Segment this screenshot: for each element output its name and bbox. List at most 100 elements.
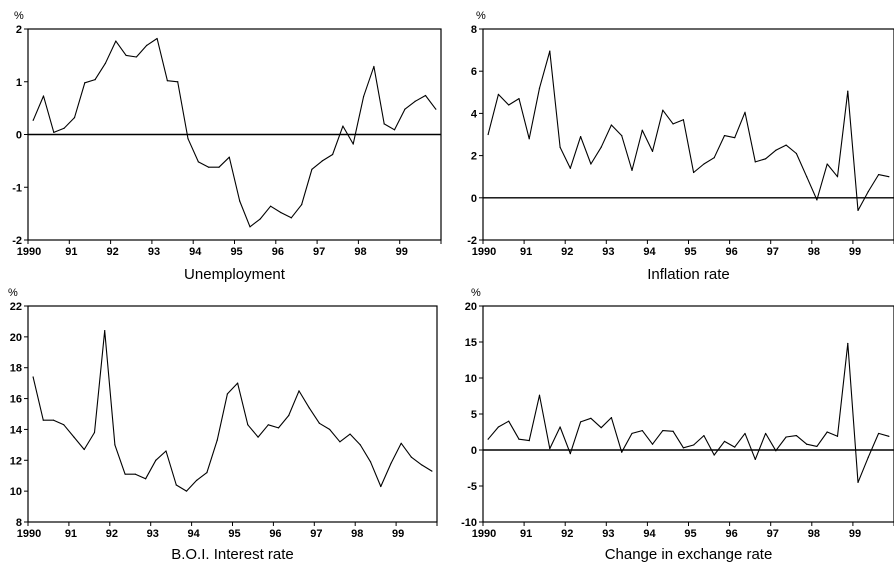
data-point <box>197 161 199 163</box>
y-tick-label: 14 <box>10 424 23 436</box>
data-point <box>549 50 551 52</box>
data-point <box>795 435 797 437</box>
x-tick-label: 95 <box>228 528 240 540</box>
data-point <box>104 330 106 332</box>
y-tick-label: 0 <box>16 130 22 142</box>
data-point <box>321 160 323 162</box>
data-point <box>144 478 147 480</box>
y-tick-label: 10 <box>465 373 477 385</box>
data-point <box>187 138 189 140</box>
data-point <box>83 448 85 451</box>
data-point <box>239 200 241 202</box>
x-tick-label: 93 <box>602 246 614 258</box>
y-tick-label: -2 <box>467 235 477 247</box>
data-point <box>277 427 280 429</box>
data-point <box>816 445 818 447</box>
data-point <box>301 204 303 206</box>
data-point <box>270 205 272 207</box>
data-point <box>267 424 269 426</box>
data-point <box>754 161 756 163</box>
x-tick-label: 92 <box>106 528 118 540</box>
data-point <box>165 450 167 452</box>
y-tick-label: -2 <box>12 235 22 247</box>
data-point <box>528 440 530 442</box>
y-tick-label: 2 <box>16 24 22 36</box>
data-point <box>559 146 561 148</box>
x-tick-label: 99 <box>849 528 861 540</box>
x-tick-label: 97 <box>313 246 325 258</box>
data-point <box>104 62 107 64</box>
data-point <box>549 447 551 450</box>
data-point <box>693 171 695 174</box>
x-tick-label: 98 <box>808 528 820 540</box>
data-point <box>93 431 96 434</box>
y-tick-label: -5 <box>467 481 477 493</box>
data-point <box>237 382 239 384</box>
data-point <box>134 473 136 475</box>
x-tick-label: 96 <box>269 528 281 540</box>
data-point <box>249 226 251 228</box>
data-point <box>414 100 416 102</box>
data-point <box>196 479 198 481</box>
y-tick-label: 5 <box>471 409 477 421</box>
data-point <box>651 443 654 445</box>
data-point <box>580 136 582 138</box>
x-tick-label: 96 <box>726 528 738 540</box>
x-tick-label: 1990 <box>472 246 496 258</box>
data-point <box>734 137 736 139</box>
data-point <box>795 152 797 155</box>
data-point <box>424 94 427 97</box>
data-point <box>703 163 705 165</box>
data-point <box>785 144 787 146</box>
x-tick-label: 1990 <box>17 246 41 258</box>
data-point <box>308 407 310 409</box>
data-point <box>703 435 705 437</box>
data-point <box>836 176 839 178</box>
x-tick-label: 97 <box>767 528 779 540</box>
data-point <box>754 458 756 460</box>
x-tick-label: 91 <box>520 246 532 258</box>
data-point <box>764 158 767 160</box>
y-tick-label: 20 <box>465 301 477 313</box>
data-point <box>641 429 643 432</box>
series-line <box>487 50 890 212</box>
y-tick-label: 4 <box>471 108 478 120</box>
data-point <box>744 432 746 435</box>
data-point <box>73 436 75 438</box>
data-point <box>226 393 228 395</box>
data-point <box>349 433 351 435</box>
data-point <box>775 450 777 452</box>
data-point <box>32 119 34 121</box>
data-point <box>331 153 334 156</box>
x-tick-label: 91 <box>65 528 77 540</box>
plot-frame <box>482 28 894 241</box>
data-point <box>888 176 890 178</box>
x-tick-label: 92 <box>561 528 573 540</box>
y-unit-label: % <box>476 10 486 22</box>
x-tick-label: 95 <box>230 246 242 258</box>
y-tick-label: 16 <box>10 394 22 406</box>
data-point <box>124 473 126 475</box>
data-point <box>538 87 541 89</box>
y-tick-label: 6 <box>471 66 477 78</box>
y-tick-label: 8 <box>16 517 22 529</box>
data-point <box>288 414 290 417</box>
chart-caption: Inflation rate <box>647 266 730 283</box>
data-point <box>806 176 808 178</box>
data-point <box>431 470 433 472</box>
data-point <box>156 37 158 40</box>
data-point <box>528 138 530 140</box>
y-tick-label: -1 <box>12 182 22 194</box>
data-point <box>421 464 423 466</box>
chart-caption: Change in exchange rate <box>605 546 773 563</box>
data-point <box>369 461 372 463</box>
data-point <box>641 129 643 131</box>
data-point <box>672 123 674 125</box>
x-tick-label: 95 <box>684 246 696 258</box>
data-point <box>877 173 880 176</box>
data-point <box>135 56 138 58</box>
data-point <box>208 166 210 168</box>
series-line <box>32 330 433 492</box>
data-point <box>693 444 695 446</box>
